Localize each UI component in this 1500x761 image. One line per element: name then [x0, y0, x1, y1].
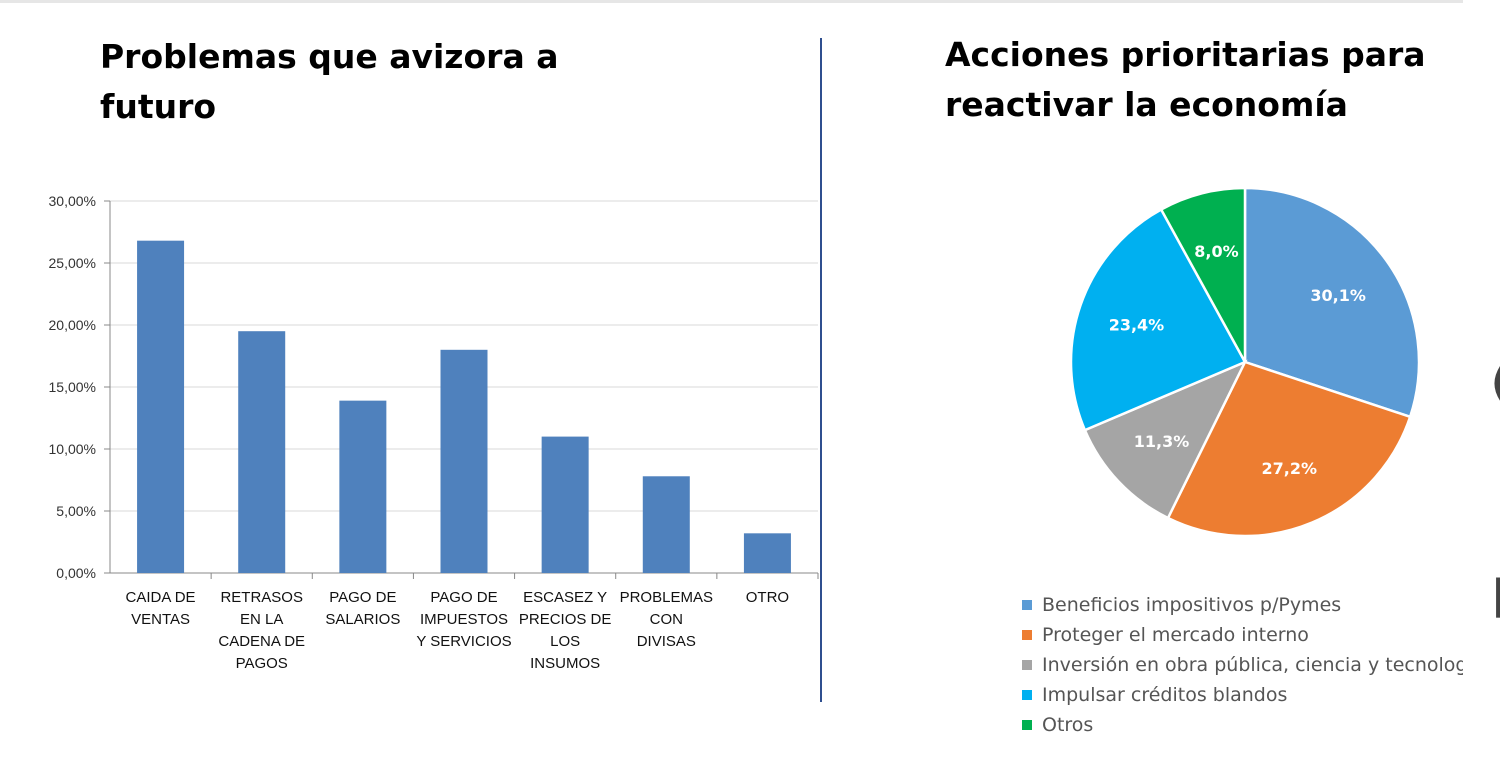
y-tick-label: 0,00%	[56, 565, 96, 581]
legend-item: Otros	[1022, 710, 1463, 740]
x-category-label-line: PAGO DE	[329, 589, 396, 606]
pie-chart-title-line-2: reactivar la economía	[945, 85, 1348, 124]
x-category-label-line: PROBLEMAS	[620, 589, 713, 606]
bar-chart-title: Problemas que avizora a futuro	[100, 32, 660, 132]
x-category-label-line: CAIDA DE	[126, 589, 196, 606]
legend-label: Inversión en obra pública, ciencia y tec…	[1042, 654, 1463, 676]
pie-legend: Beneficios impositivos p/Pymes Proteger e…	[1022, 590, 1463, 740]
legend-item: Impulsar créditos blandos	[1022, 680, 1463, 710]
x-category-label-line: OTRO	[746, 589, 789, 606]
legend-item: Inversión en obra pública, ciencia y tec…	[1022, 650, 1463, 680]
x-category-label-line: INSUMOS	[530, 655, 600, 672]
pie-chart-title-line-1: Acciones prioritarias para	[945, 35, 1426, 74]
x-category-label-line: PAGOS	[236, 655, 288, 672]
pie-slice	[1069, 207, 1247, 432]
y-tick-label: 5,00%	[56, 503, 96, 519]
y-tick-label: 10,00%	[49, 441, 96, 457]
pie-slice	[1159, 186, 1247, 363]
x-category-label-line: PRECIOS DE	[519, 611, 612, 628]
bar	[440, 349, 488, 573]
legend-item: Beneficios impositivos p/Pymes	[1022, 590, 1463, 620]
x-category-label: PAGO DE IMPUESTOS Y SERVICIOS	[416, 589, 511, 650]
pie-slice	[1083, 359, 1248, 520]
bar-chart: 0,00% 5,00% 10,00% 15,00% 20,00% 25,00% 30,00%…	[49, 193, 819, 672]
y-tick-label: 30,00%	[49, 193, 96, 209]
bar	[541, 436, 589, 573]
legend-swatch	[1022, 690, 1032, 700]
bar-chart-title-line-1: Problemas que avizora a	[100, 37, 559, 76]
x-category-label: OTRO	[746, 589, 789, 606]
x-category-label-line: EN LA	[240, 611, 283, 628]
y-tick-label: 20,00%	[49, 317, 96, 333]
x-category-label-line: DIVISAS	[637, 633, 696, 650]
x-category-label: PAGO DE SALARIOS	[325, 589, 400, 628]
bar	[743, 533, 791, 573]
x-category-label-line: VENTAS	[131, 611, 190, 628]
bar-chart-title-line-2: futuro	[100, 87, 217, 126]
x-category-label-line: PAGO DE	[430, 589, 497, 606]
bar	[137, 240, 185, 573]
y-tick-label: 15,00%	[49, 379, 96, 395]
legend-swatch	[1022, 660, 1032, 670]
legend-label: Otros	[1042, 714, 1094, 736]
bar	[238, 331, 286, 573]
legend-label: Impulsar créditos blandos	[1042, 684, 1288, 706]
bar	[642, 476, 690, 573]
x-category-label-line: RETRASOS	[220, 589, 303, 606]
pie-value-label: 27,2%	[1262, 459, 1318, 478]
legend-swatch	[1022, 630, 1032, 640]
legend-label: Beneficios impositivos p/Pymes	[1042, 594, 1342, 616]
x-category-label: RETRASOS EN LA CADENA DE PAGOS	[218, 589, 305, 672]
x-category-label-line: LOS	[550, 633, 580, 650]
legend-item: Proteger el mercado interno	[1022, 620, 1463, 650]
x-category-label-line: SALARIOS	[325, 611, 400, 628]
x-category-label-line: IMPUESTOS	[420, 611, 508, 628]
legend-label: Proteger el mercado interno	[1042, 624, 1309, 646]
y-tick-label: 25,00%	[49, 255, 96, 271]
pie-value-label: 11,3%	[1134, 432, 1190, 451]
edge-fragment-1: (	[1491, 360, 1500, 406]
top-border-line	[0, 0, 1463, 3]
x-category-label-line: Y SERVICIOS	[416, 633, 511, 650]
bar	[339, 400, 387, 573]
x-category-label-line: CADENA DE	[218, 633, 305, 650]
x-category-label-line: ESCASEZ Y	[523, 589, 607, 606]
edge-fragment-2: |	[1491, 572, 1500, 618]
x-category-label: CAIDA DE VENTAS	[126, 589, 196, 628]
panel-divider	[820, 38, 822, 702]
x-category-label: PROBLEMAS CON DIVISAS	[620, 589, 713, 650]
pie-slice	[1243, 186, 1421, 419]
pie-value-label: 8,0%	[1194, 242, 1238, 261]
pie-slice	[1166, 360, 1412, 538]
pie-chart-title: Acciones prioritarias para reactivar la …	[945, 30, 1485, 130]
x-category-label-line: CON	[650, 611, 683, 628]
pie-value-label: 23,4%	[1109, 315, 1165, 334]
legend-swatch	[1022, 600, 1032, 610]
pie-value-label: 30,1%	[1310, 286, 1366, 305]
legend-swatch	[1022, 720, 1032, 730]
x-category-label: ESCASEZ Y PRECIOS DE LOS INSUMOS	[519, 589, 612, 672]
